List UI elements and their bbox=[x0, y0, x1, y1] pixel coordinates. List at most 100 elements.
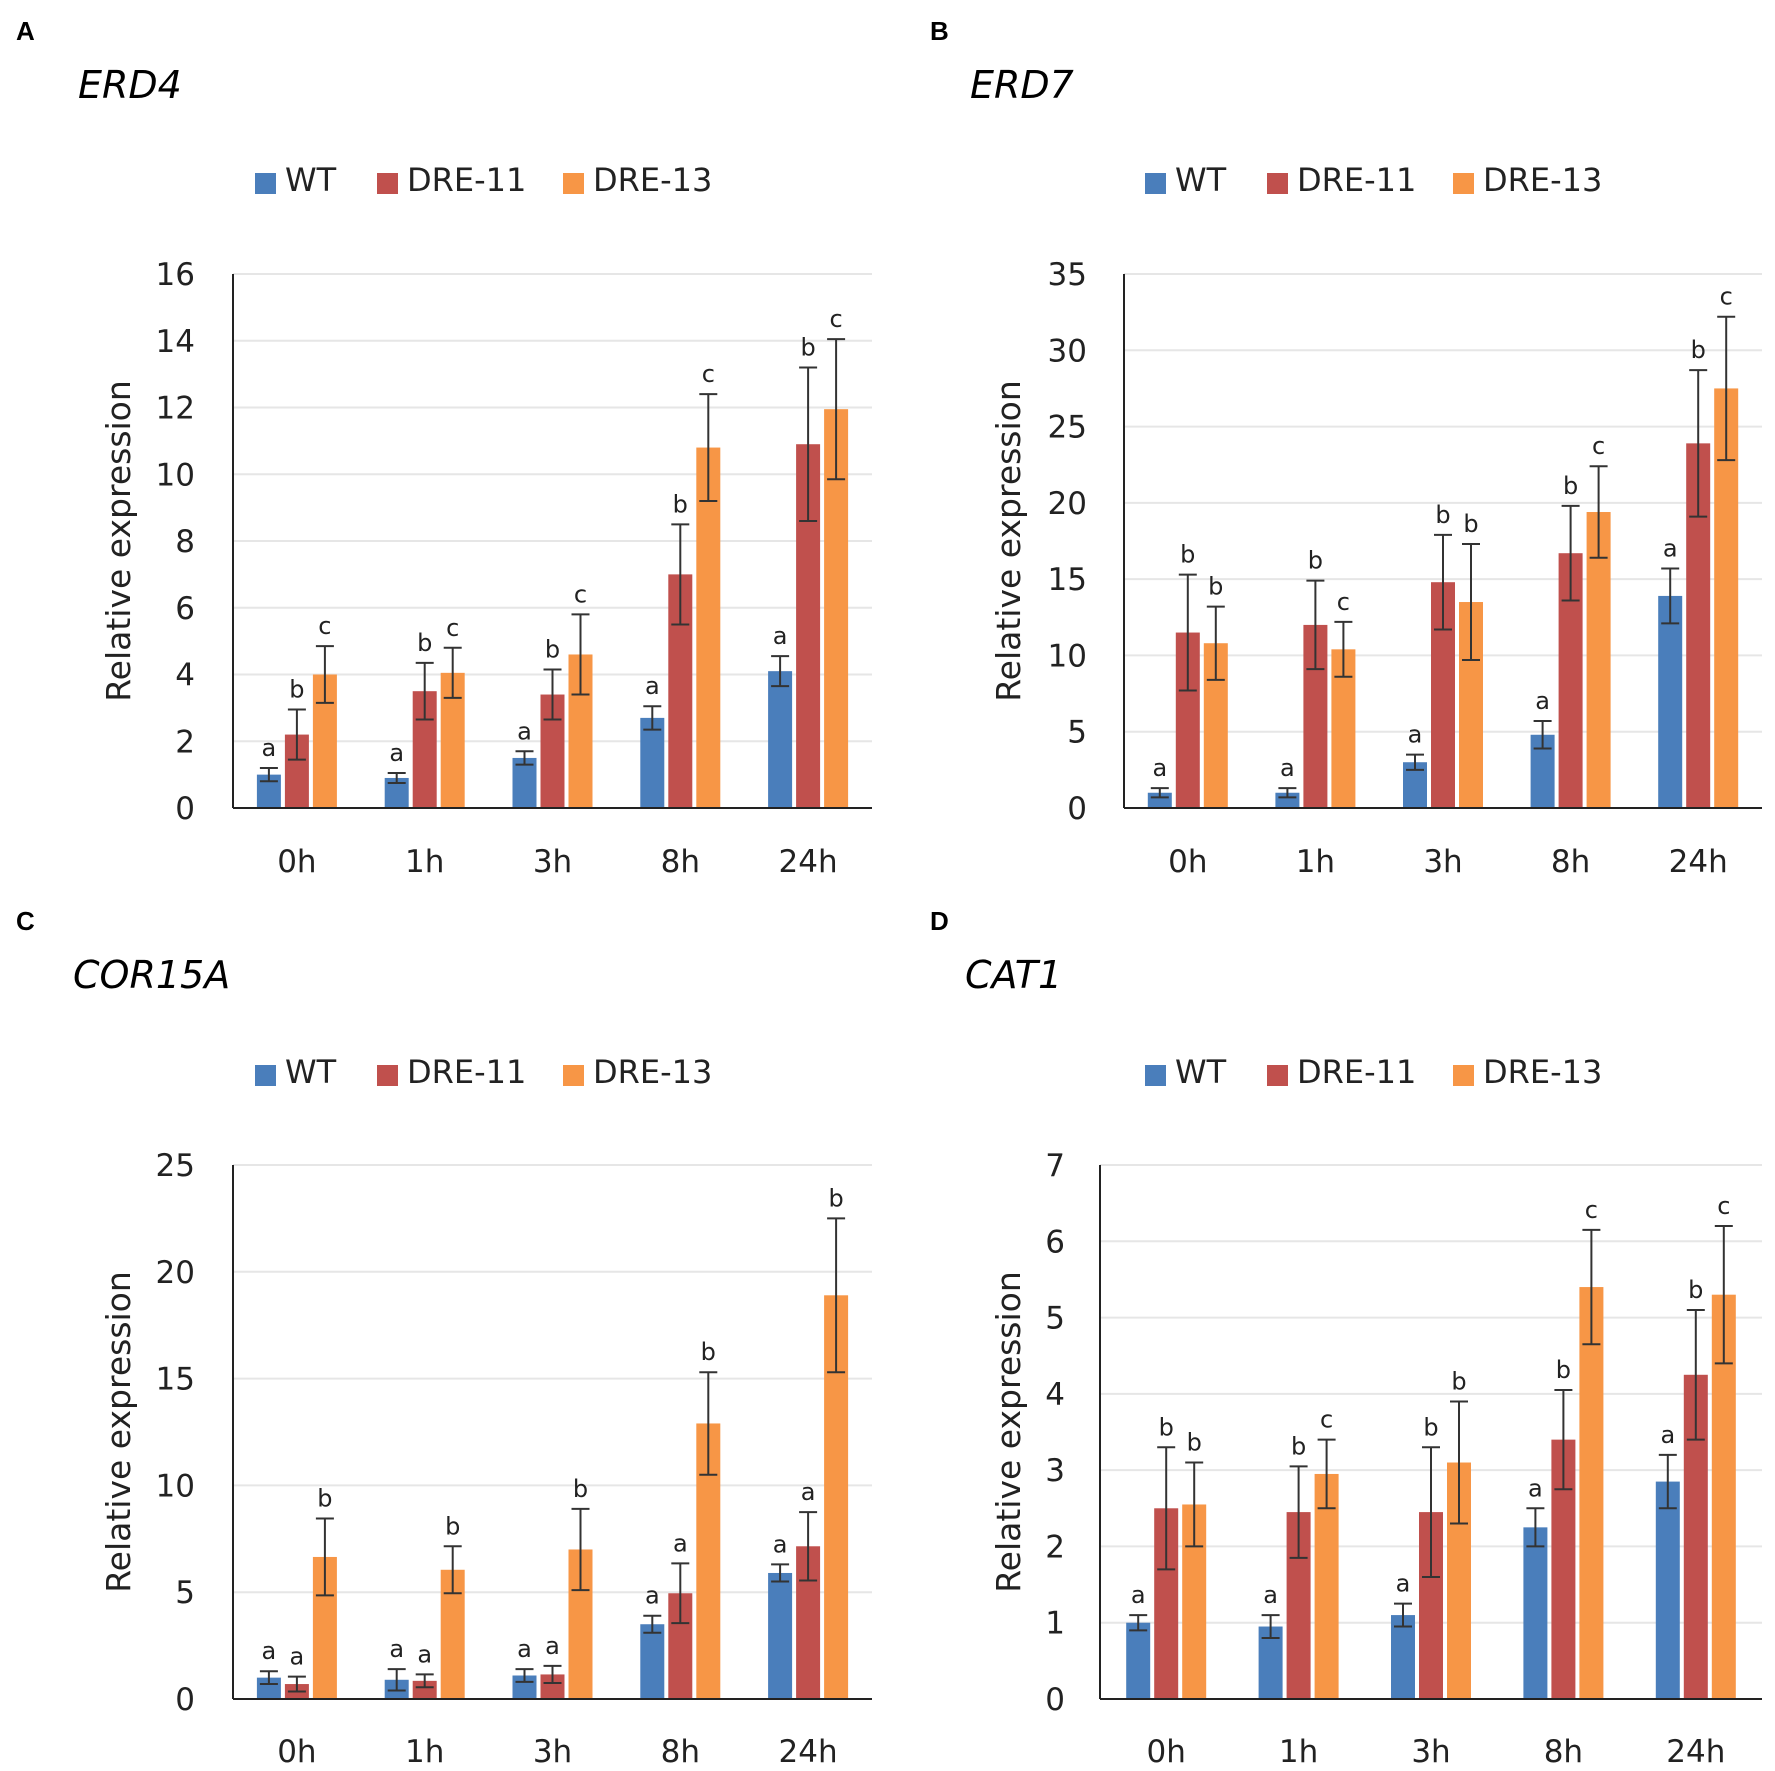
y-tick-label: 10 bbox=[1048, 638, 1087, 674]
legend-label-dre-11: DRE-11 bbox=[1297, 1053, 1416, 1091]
legend-label-dre-11: DRE-11 bbox=[407, 1053, 526, 1091]
legend-label-wt: WT bbox=[285, 161, 337, 199]
y-axis-label: Relative expression bbox=[99, 1271, 138, 1593]
significance-label: a bbox=[1131, 1581, 1146, 1609]
significance-label: a bbox=[1660, 1421, 1675, 1449]
significance-label: c bbox=[446, 614, 459, 642]
bar-dre-13-8h bbox=[1579, 1287, 1604, 1699]
x-tick-label: 3h bbox=[533, 1734, 572, 1770]
x-tick-label: 3h bbox=[1423, 844, 1462, 880]
x-tick-label: 1h bbox=[1296, 844, 1335, 880]
significance-label: c bbox=[1592, 432, 1605, 460]
significance-label: b bbox=[673, 490, 688, 518]
y-tick-label: 15 bbox=[156, 1362, 195, 1398]
bar-wt-8h bbox=[1523, 1527, 1548, 1699]
significance-label: a bbox=[1663, 534, 1678, 562]
bar-wt-8h bbox=[640, 717, 665, 808]
significance-label: b bbox=[1563, 472, 1578, 500]
significance-label: a bbox=[262, 734, 277, 762]
bar-dre-13-8h bbox=[1586, 512, 1611, 808]
x-tick-label: 0h bbox=[1147, 1734, 1186, 1770]
legend-swatch-dre-13 bbox=[563, 1065, 584, 1086]
legend: WT DRE-11 DRE-13 bbox=[255, 161, 712, 199]
bar-wt-0h bbox=[1126, 1622, 1151, 1699]
y-tick-label: 5 bbox=[175, 1575, 195, 1611]
x-tick-label: 0h bbox=[277, 844, 316, 880]
significance-label: b bbox=[417, 629, 432, 657]
bar-wt-24h bbox=[1658, 595, 1683, 808]
bar-dre-13-1h bbox=[1314, 1473, 1339, 1699]
bar-wt-24h bbox=[768, 1572, 793, 1699]
significance-label: b bbox=[1159, 1413, 1174, 1441]
legend-label-wt: WT bbox=[1175, 1053, 1227, 1091]
legend-swatch-dre-11 bbox=[1267, 173, 1288, 194]
significance-label: b bbox=[1308, 547, 1323, 575]
significance-label: a bbox=[1396, 1570, 1411, 1598]
significance-label: c bbox=[1337, 588, 1350, 616]
legend-label-dre-11: DRE-11 bbox=[407, 161, 526, 199]
significance-label: b bbox=[1180, 541, 1195, 569]
bar-wt-24h bbox=[1655, 1481, 1680, 1699]
significance-label: b bbox=[289, 676, 304, 704]
legend-swatch-dre-13 bbox=[1453, 1065, 1474, 1086]
y-axis-label: Relative expression bbox=[99, 380, 138, 702]
y-tick-label: 6 bbox=[175, 591, 195, 627]
significance-label: a bbox=[773, 1530, 788, 1558]
significance-label: c bbox=[1720, 283, 1733, 311]
significance-label: b bbox=[1435, 501, 1450, 529]
x-tick-label: 24h bbox=[1666, 1734, 1725, 1770]
significance-label: b bbox=[1291, 1432, 1306, 1460]
legend-swatch-dre-13 bbox=[563, 173, 584, 194]
x-tick-label: 8h bbox=[661, 844, 700, 880]
significance-label: c bbox=[702, 360, 715, 388]
chart-title: ERD7 bbox=[970, 63, 1074, 107]
legend-label-dre-13: DRE-13 bbox=[1483, 161, 1602, 199]
x-tick-label: 8h bbox=[1551, 844, 1590, 880]
significance-label: a bbox=[1408, 721, 1423, 749]
significance-label: c bbox=[318, 612, 331, 640]
y-tick-label: 10 bbox=[156, 457, 195, 493]
y-tick-label: 2 bbox=[1045, 1529, 1065, 1565]
legend-label-dre-11: DRE-11 bbox=[1297, 161, 1416, 199]
legend-swatch-dre-13 bbox=[1453, 173, 1474, 194]
legend: WT DRE-11 DRE-13 bbox=[255, 1053, 712, 1091]
y-tick-label: 0 bbox=[1045, 1682, 1065, 1718]
y-tick-label: 8 bbox=[175, 524, 195, 560]
significance-label: c bbox=[574, 580, 587, 608]
x-tick-label: 3h bbox=[533, 844, 572, 880]
significance-label: a bbox=[1280, 754, 1295, 782]
x-tick-label: 24h bbox=[779, 844, 838, 880]
y-tick-label: 1 bbox=[1045, 1606, 1065, 1642]
legend-swatch-dre-11 bbox=[377, 173, 398, 194]
significance-label: b bbox=[573, 1475, 588, 1503]
y-axis-label: Relative expression bbox=[989, 380, 1028, 702]
bar-wt-24h bbox=[768, 671, 793, 808]
y-tick-label: 30 bbox=[1048, 333, 1087, 369]
chart-panel-d: D CAT1 WT DRE-11 DRE-13 0 1 2 3 4 5 6 7 Relative expr… bbox=[930, 906, 1762, 1770]
significance-label: a bbox=[1528, 1474, 1543, 1502]
y-tick-label: 14 bbox=[156, 324, 195, 360]
significance-label: a bbox=[801, 1478, 816, 1506]
y-tick-label: 3 bbox=[1045, 1453, 1065, 1489]
legend-label-dre-13: DRE-13 bbox=[593, 1053, 712, 1091]
y-tick-label: 0 bbox=[175, 1682, 195, 1718]
significance-label: a bbox=[773, 622, 788, 650]
significance-label: a bbox=[1263, 1581, 1278, 1609]
x-tick-label: 8h bbox=[661, 1734, 700, 1770]
significance-label: b bbox=[800, 333, 815, 361]
significance-label: a bbox=[290, 1643, 305, 1671]
legend-swatch-dre-11 bbox=[377, 1065, 398, 1086]
y-tick-label: 15 bbox=[1048, 562, 1087, 598]
significance-label: b bbox=[1187, 1429, 1202, 1457]
y-tick-label: 12 bbox=[156, 391, 195, 427]
significance-label: a bbox=[645, 1582, 660, 1610]
legend-label-dre-13: DRE-13 bbox=[1483, 1053, 1602, 1091]
panel-letter: C bbox=[16, 906, 35, 936]
y-tick-label: 25 bbox=[156, 1148, 195, 1184]
significance-label: b bbox=[828, 1184, 843, 1212]
y-tick-label: 0 bbox=[175, 791, 195, 827]
legend: WT DRE-11 DRE-13 bbox=[1145, 161, 1602, 199]
significance-label: b bbox=[701, 1338, 716, 1366]
chart-panel-c: C COR15A WT DRE-11 DRE-13 0 5 10 15 20 25 Relative … bbox=[16, 906, 872, 1770]
